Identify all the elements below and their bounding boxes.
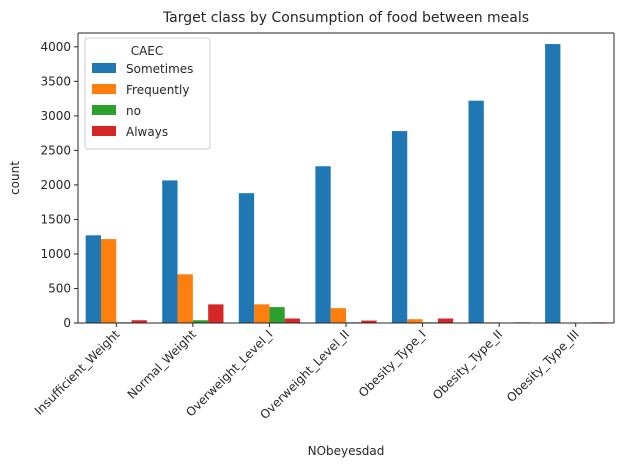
legend-items: Sometimes Frequently no Always (92, 62, 193, 139)
x-tick-label: Overweight_Level_II (257, 327, 352, 422)
bar-always-obesity-type-i (437, 318, 454, 323)
legend-label-frequently: Frequently (126, 83, 189, 97)
bar-frequently-normal-weight (177, 274, 193, 323)
legend-label-sometimes: Sometimes (126, 62, 193, 76)
bar-sometimes-overweight-level-ii (315, 166, 331, 323)
bars-group (85, 44, 607, 324)
x-tick-label: Obesity_Type_II (430, 327, 505, 402)
legend-swatch-no (92, 105, 116, 115)
legend-title: CAEC (131, 44, 164, 58)
x-tick-label: Obesity_Type_I (356, 327, 429, 400)
x-tick-label: Overweight_Level_I (183, 327, 275, 419)
y-tick-label: 2000 (40, 178, 71, 192)
legend-frame (84, 37, 211, 150)
x-tick-label: Insufficient_Weight (32, 327, 123, 418)
bar-frequently-overweight-level-i (254, 304, 270, 323)
y-tick-label: 3000 (40, 109, 71, 123)
legend-swatch-always (92, 126, 116, 136)
legend: CAEC Sometimes Frequently no Always (84, 37, 211, 150)
y-tick-label: 0 (63, 316, 71, 330)
y-ticks: 0 500 1000 1500 2000 2500 3000 3500 4000 (40, 40, 78, 330)
y-tick-label: 4000 (40, 40, 71, 54)
y-tick-label: 500 (48, 281, 71, 295)
bar-sometimes-normal-weight (162, 180, 178, 323)
x-tick-label: Obesity_Type_III (504, 327, 582, 405)
legend-swatch-frequently (92, 84, 116, 94)
bar-always-overweight-level-i (284, 318, 301, 323)
chart-title: Target class by Consumption of food betw… (162, 10, 529, 26)
y-axis-label: count (8, 161, 22, 195)
y-tick-label: 1500 (40, 212, 71, 226)
legend-label-always: Always (126, 125, 168, 139)
bar-frequently-obesity-type-i (407, 319, 423, 323)
y-tick-label: 2500 (40, 143, 71, 157)
bar-no-normal-weight (192, 320, 209, 323)
x-axis-label: NObeyesdad (308, 444, 385, 458)
bar-sometimes-insufficient-weight (85, 235, 101, 323)
legend-label-no: no (126, 104, 141, 118)
bar-always-overweight-level-ii (361, 320, 377, 323)
x-ticks: Insufficient_Weight Normal_WeightOverweig… (32, 323, 582, 422)
bar-frequently-insufficient-weight (100, 239, 117, 323)
bar-no-overweight-level-i (269, 307, 285, 323)
bar-sometimes-overweight-level-i (238, 193, 255, 323)
bar-always-insufficient-weight (131, 320, 147, 323)
y-tick-label: 1000 (40, 247, 71, 261)
bar-always-normal-weight (208, 304, 224, 323)
bar-sometimes-obesity-type-i (391, 131, 408, 323)
x-tick-label: Normal_Weight (125, 327, 200, 402)
legend-swatch-sometimes (92, 63, 116, 73)
bar-frequently-overweight-level-ii (330, 308, 346, 323)
bar-sometimes-obesity-type-iii (545, 44, 561, 324)
bar-sometimes-obesity-type-ii (468, 100, 484, 323)
y-tick-label: 3500 (40, 74, 71, 88)
